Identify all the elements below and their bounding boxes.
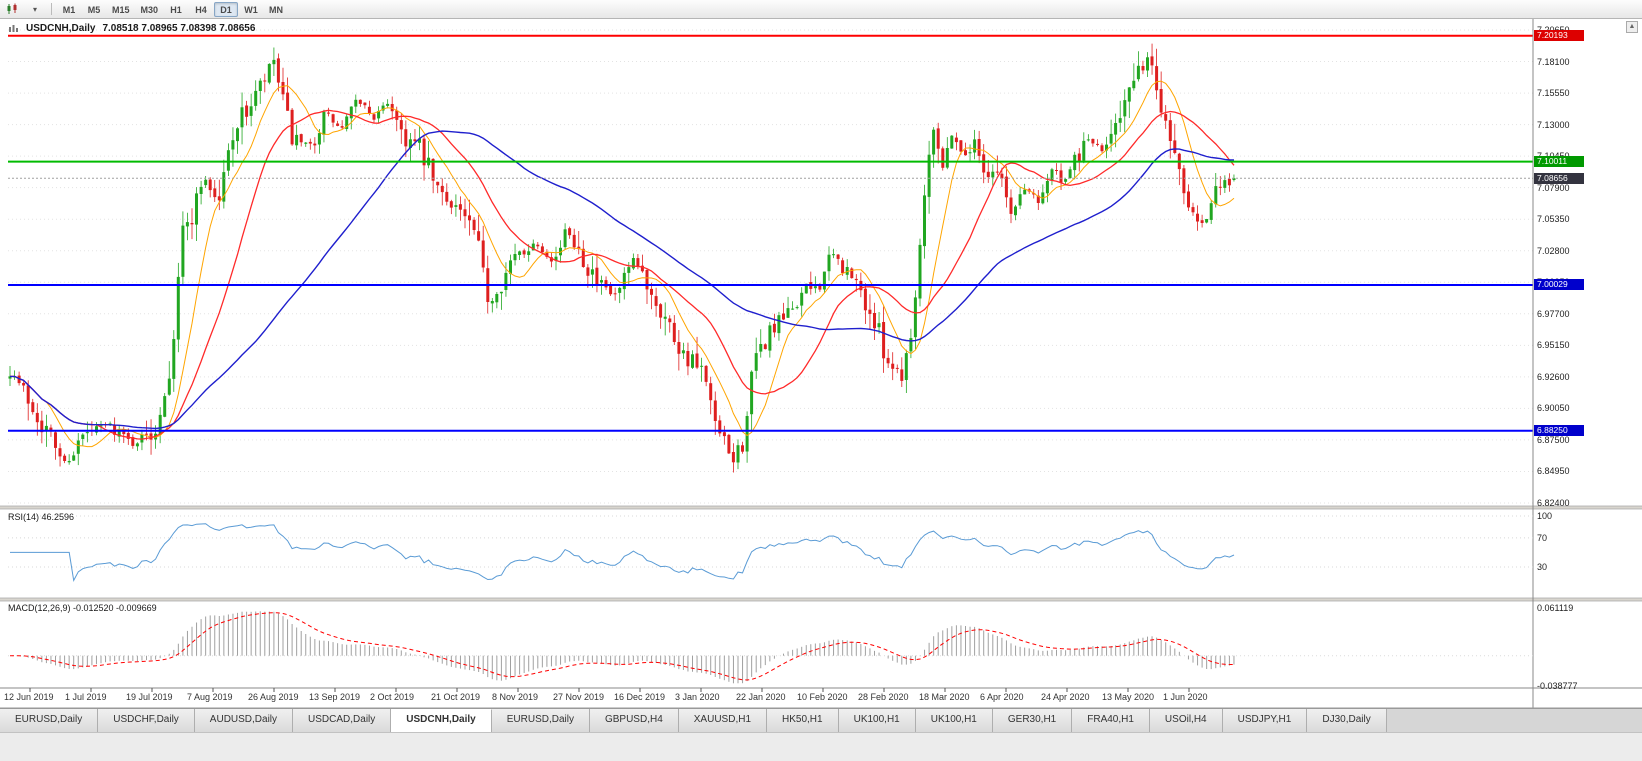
timeframe-button-d1[interactable]: D1 — [214, 1, 239, 17]
timeframe-button-m1[interactable]: M1 — [62, 4, 76, 15]
chart-tab-usdchf-daily[interactable]: USDCHF,Daily — [98, 709, 195, 732]
timeframe-button-h4[interactable]: H4 — [195, 4, 207, 15]
ma-mid-red — [10, 109, 1235, 440]
timeframe-toolbar: ▾ M1 M5 M15 M30 H1 H4 D1 W1 MN — [0, 0, 1642, 19]
timeframe-button-m5[interactable]: M5 — [87, 4, 101, 15]
chart-tab-uk100-h1[interactable]: UK100,H1 — [915, 709, 993, 732]
chart-tab-ger30-h1[interactable]: GER30,H1 — [992, 709, 1073, 732]
chart-tab-usdcnh-daily[interactable]: USDCNH,Daily — [391, 709, 492, 732]
window-footer — [0, 732, 1642, 761]
timeframe-button-h1[interactable]: H1 — [170, 4, 182, 15]
chart-tab-hk50-h1[interactable]: HK50,H1 — [767, 709, 839, 732]
macd-signal-line — [10, 612, 1234, 681]
chart-tab-eurusd-daily[interactable]: EURUSD,Daily — [491, 709, 590, 732]
timeframe-buttons-group: M1 M5 M15 M30 H1 H4 D1 W1 MN — [57, 1, 288, 17]
scroll-up-button[interactable]: ▲ — [1626, 21, 1638, 33]
candlestick-glyph — [7, 3, 17, 14]
ma-fast-orange — [10, 80, 1235, 448]
ma-slow-blue — [10, 130, 1235, 430]
timeframe-button-mn[interactable]: MN — [269, 4, 284, 15]
chart-tab-eurusd-daily[interactable]: EURUSD,Daily — [0, 709, 99, 732]
chart-tab-audusd-daily[interactable]: AUDUSD,Daily — [194, 709, 294, 732]
chart-tab-usdcad-daily[interactable]: USDCAD,Daily — [293, 709, 392, 732]
timeframe-button-w1[interactable]: W1 — [244, 4, 258, 15]
timeframe-button-m15[interactable]: M15 — [112, 4, 130, 15]
chart-tab-usdjpy-h1[interactable]: USDJPY,H1 — [1222, 709, 1308, 732]
chart-tab-dj30-daily[interactable]: DJ30,Daily — [1307, 709, 1387, 732]
chart-tab-fra40-h1[interactable]: FRA40,H1 — [1072, 709, 1150, 732]
chart-type-icon[interactable] — [3, 2, 23, 16]
chart-type-dropdown-icon[interactable]: ▾ — [32, 4, 37, 14]
toolbar-separator — [51, 3, 52, 15]
chart-tab-gbpusd-h4[interactable]: GBPUSD,H4 — [589, 709, 679, 732]
chart-tab-uk100-h1[interactable]: UK100,H1 — [838, 709, 916, 732]
chart-tab-usoil-h4[interactable]: USOil,H4 — [1149, 709, 1223, 732]
chart-tab-xauusd-h1[interactable]: XAUUSD,H1 — [678, 709, 768, 732]
rsi-line — [10, 523, 1235, 582]
chart-tab-bar: EURUSD,Daily USDCHF,Daily AUDUSD,Daily USDC… — [0, 708, 1642, 732]
timeframe-button-m30[interactable]: M30 — [140, 4, 159, 15]
